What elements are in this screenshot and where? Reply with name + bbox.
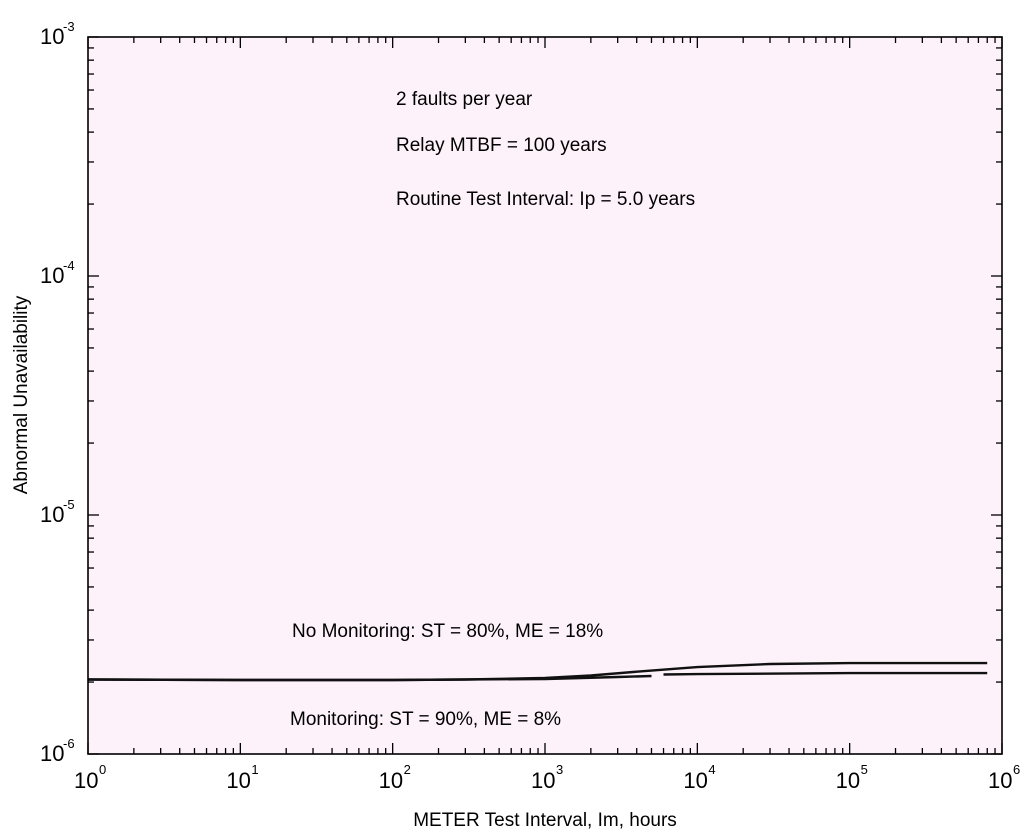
y-tick-labels: 10-610-510-410-3	[40, 19, 75, 766]
x-tick-exponent: 3	[556, 762, 563, 777]
series-label-no-monitoring: No Monitoring: ST = 80%, ME = 18%	[292, 621, 603, 642]
x-tick-base: 10	[226, 768, 250, 793]
y-tick-base: 10	[40, 741, 64, 766]
y-tick-label: 10-4	[40, 258, 75, 288]
axis-ticks	[87, 36, 1003, 755]
x-tick-label: 10 1	[226, 762, 258, 793]
x-tick-base: 10	[988, 768, 1012, 793]
series-label-monitoring: Monitoring: ST = 90%, ME = 8%	[290, 709, 561, 730]
x-tick-label: 10 5	[836, 762, 868, 793]
x-tick-exponent: 5	[861, 762, 868, 777]
y-tick-exponent: -4	[63, 258, 75, 273]
x-tick-exponent: 1	[251, 762, 258, 777]
annotation-test-interval: Routine Test Interval: Ip = 5.0 years	[396, 189, 695, 210]
x-tick-label: 10 2	[379, 762, 411, 793]
x-tick-label: 10 0	[74, 762, 106, 793]
x-tick-exponent: 0	[99, 762, 106, 777]
x-tick-exponent: 4	[708, 762, 715, 777]
x-tick-base: 10	[379, 768, 403, 793]
x-tick-label: 10 3	[531, 762, 563, 793]
y-tick-exponent: -6	[63, 736, 75, 751]
y-tick-base: 10	[40, 263, 64, 288]
x-tick-label: 10 6	[988, 762, 1020, 793]
series-line-monitoring	[663, 671, 988, 676]
annotation-faults: 2 faults per year	[396, 89, 533, 110]
x-tick-label: 10 4	[683, 762, 715, 793]
series-line-monitoring	[87, 674, 652, 682]
y-tick-base: 10	[40, 502, 64, 527]
x-tick-exponent: 6	[1013, 762, 1020, 777]
y-tick-exponent: -3	[63, 19, 75, 34]
annotation-mtbf: Relay MTBF = 100 years	[396, 135, 607, 156]
y-tick-label: 10-6	[40, 736, 75, 766]
plot-frame	[87, 36, 1003, 755]
x-tick-base: 10	[683, 768, 707, 793]
x-tick-base: 10	[836, 768, 860, 793]
x-tick-base: 10	[74, 768, 98, 793]
y-tick-label: 10-3	[40, 19, 75, 49]
x-tick-base: 10	[531, 768, 555, 793]
y-tick-base: 10	[40, 24, 64, 49]
x-tick-labels: 10 0 10 1 10 2 10 3 10 4 10 5 10 6	[74, 762, 1020, 793]
y-tick-exponent: -5	[63, 497, 75, 512]
y-tick-label: 10-5	[40, 497, 75, 527]
plot-area	[88, 37, 1002, 754]
x-axis-label: METER Test Interval, Im, hours	[413, 810, 677, 831]
y-axis-label: Abnormal Unavailability	[11, 295, 32, 494]
x-tick-exponent: 2	[404, 762, 411, 777]
series-lines	[87, 661, 988, 682]
